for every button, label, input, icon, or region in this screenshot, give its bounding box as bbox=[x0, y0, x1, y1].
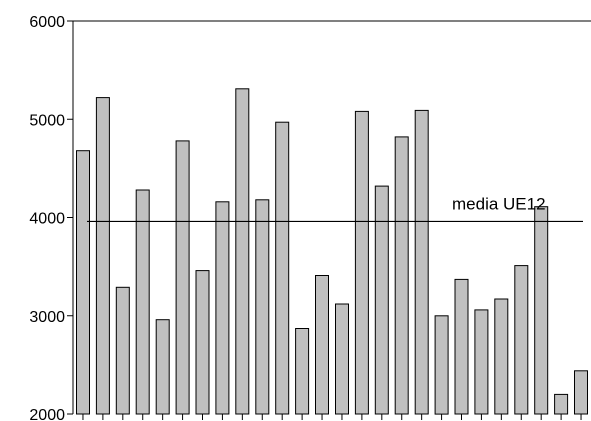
bar bbox=[195, 270, 210, 415]
bars-group bbox=[76, 88, 588, 415]
bar bbox=[454, 278, 469, 415]
bar bbox=[115, 286, 130, 415]
bar bbox=[394, 136, 409, 415]
y-tick-label: 6000 bbox=[29, 14, 65, 31]
bar bbox=[474, 309, 489, 415]
y-axis: 2000 3000 4000 5000 6000 bbox=[29, 14, 73, 421]
bar bbox=[514, 265, 529, 415]
bar bbox=[175, 140, 190, 415]
bar bbox=[155, 319, 170, 415]
bar bbox=[295, 328, 310, 415]
bar bbox=[135, 189, 150, 415]
plot-frame bbox=[72, 20, 591, 414]
bar bbox=[76, 150, 90, 415]
bar bbox=[574, 370, 588, 415]
x-axis bbox=[82, 414, 582, 420]
bar bbox=[414, 109, 429, 415]
bar bbox=[335, 303, 349, 415]
y-tick-label: 4000 bbox=[29, 211, 65, 228]
y-tick-label: 2000 bbox=[29, 407, 65, 421]
bar bbox=[434, 315, 449, 415]
bar bbox=[354, 110, 369, 415]
bar bbox=[534, 206, 549, 415]
bar bbox=[494, 298, 509, 415]
y-tick-label: 5000 bbox=[29, 112, 65, 129]
bar bbox=[235, 88, 250, 415]
bar bbox=[315, 275, 329, 415]
bar bbox=[215, 201, 230, 415]
bar bbox=[374, 185, 389, 415]
bar bbox=[255, 199, 270, 415]
bar bbox=[554, 393, 569, 415]
y-tick-label: 3000 bbox=[29, 309, 65, 326]
bar bbox=[95, 97, 110, 415]
bar bbox=[275, 121, 290, 415]
reference-line-label: media UE12 bbox=[452, 194, 546, 213]
